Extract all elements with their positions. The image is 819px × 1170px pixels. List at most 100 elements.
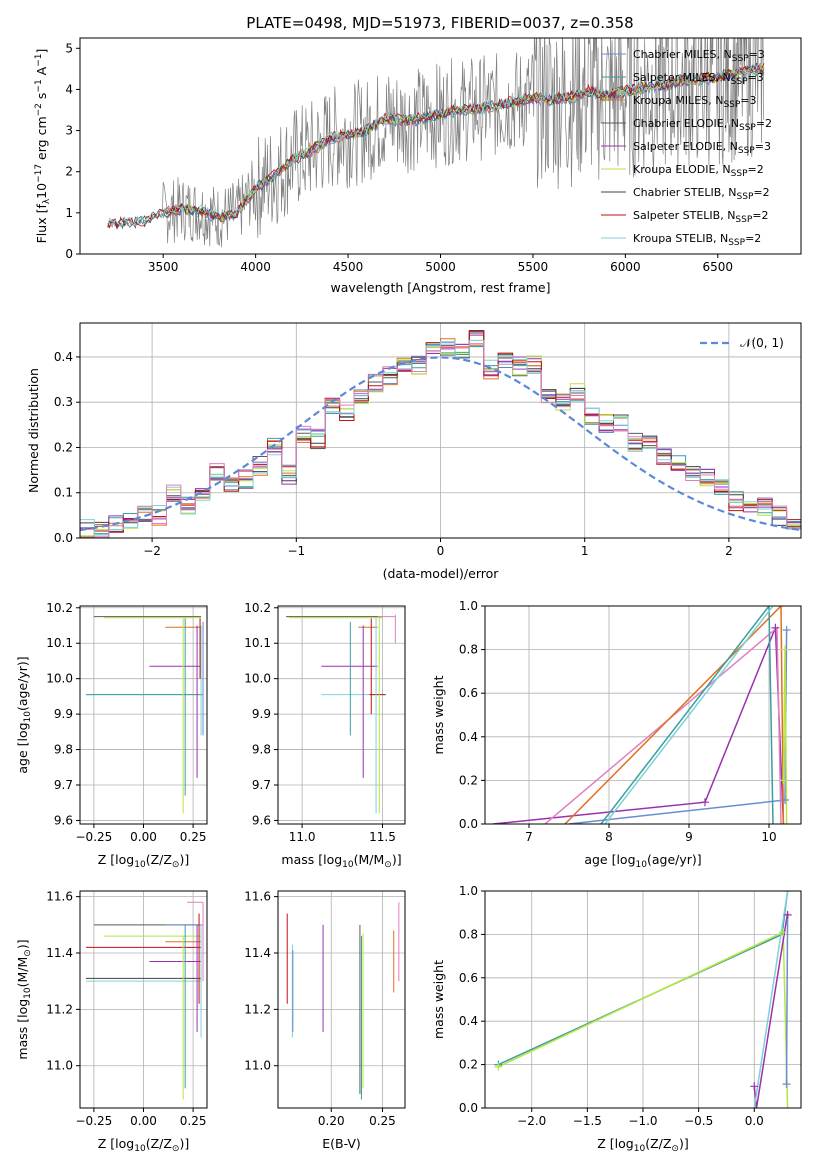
y-tick-label: 9.7 — [54, 778, 73, 792]
y-axis-label-part: ] — [34, 49, 49, 54]
x-tick-label: 10 — [761, 830, 776, 844]
legend-label: Chabrier MILES, NSSP=3 — [633, 48, 765, 64]
y-tick-label: 0.2 — [459, 773, 478, 787]
x-axis-label-part: ⊙ — [172, 1144, 180, 1154]
x-tick-label: 0.25 — [180, 1114, 207, 1128]
x-tick-label: −0.25 — [76, 1114, 113, 1128]
legend-label-part: Chabrier ELODIE, N — [633, 117, 739, 130]
legend-label-part: SSP — [723, 100, 740, 110]
legend-label-part: =2 — [753, 186, 769, 199]
y-axis-label: mass weight — [431, 960, 446, 1039]
y-tick-label: 0.1 — [54, 486, 73, 500]
y-tick-label: 0.0 — [54, 531, 73, 545]
mass_vs_EBV-plot — [278, 891, 405, 1108]
x-tick-label: 2 — [725, 544, 733, 558]
weight-marker — [701, 798, 709, 807]
y-axis-label-part: (M/M — [15, 957, 30, 988]
legend-label: 𝒩(0, 1) — [740, 336, 784, 350]
x-tick-label: 0.25 — [369, 1114, 396, 1128]
weight-line-salpeter_elodie — [753, 912, 789, 1108]
y-axis-label-part: )] — [15, 939, 30, 949]
x-axis-label-part: 10 — [134, 1144, 146, 1154]
weight-marker — [750, 1082, 759, 1091]
model-spectrum-kroupa_stelib — [107, 62, 765, 228]
legend-label-part: SSP — [732, 54, 749, 64]
y-tick-label: 11.2 — [46, 1002, 73, 1016]
x-axis-label-part: )] — [179, 1136, 189, 1151]
y-tick-label: 9.6 — [54, 813, 73, 827]
legend-label-part: Salpeter ELODIE, N — [633, 140, 738, 153]
x-axis-label-part: )] — [392, 852, 402, 867]
legend-label: Kroupa STELIB, NSSP=2 — [633, 232, 761, 248]
y-axis-label-part: 10 — [23, 711, 33, 723]
x-tick-label: 1 — [581, 544, 589, 558]
y-tick-label: 11.4 — [244, 946, 271, 960]
axes-frame — [79, 322, 802, 539]
legend-label-part: SSP — [735, 215, 752, 225]
x-axis-label: E(B-V) — [322, 1136, 361, 1151]
x-tick-label: −1.0 — [628, 1114, 657, 1128]
legend-label-part: Chabrier MILES, N — [633, 48, 732, 61]
residuals-plot — [80, 323, 801, 538]
y-tick-label: 11.6 — [244, 890, 271, 904]
legend-label-part: =3 — [748, 71, 764, 84]
x-axis-label-part: Z [log — [597, 1136, 633, 1151]
weight-line-salpeter_elodie — [492, 627, 785, 824]
x-tick-label: 0.00 — [130, 830, 157, 844]
age_vs_mass-axes: 11.0 11.5 9.6 9.7 9.8 9.9 10.0 10.1 10.2 mass [lo… — [244, 601, 406, 870]
y-axis-label-part: erg cm — [34, 116, 49, 164]
y-axis-label-part: −1 — [34, 54, 44, 67]
legend-label-part: =3 — [740, 94, 756, 107]
axes-frame — [79, 37, 802, 255]
y-tick-label: 11.0 — [46, 1059, 73, 1073]
legend-label-part: =3 — [749, 48, 765, 61]
x-tick-label: −0.25 — [76, 830, 113, 844]
weight-marker — [494, 1062, 503, 1071]
weight_vs_Z-axes: −2.0 −1.5 −1.0 −0.5 0.0 0.0 0.2 0.4 0.6 0.8 1.0 Z [… — [431, 884, 802, 1154]
axes-frame — [277, 890, 406, 1109]
axes-frame — [79, 890, 208, 1109]
data-spectrum — [107, 38, 765, 248]
x-axis-label-part: mass [log — [281, 852, 342, 867]
legend-label-part: SSP — [738, 146, 755, 156]
weight-marker — [771, 623, 780, 632]
legend-label-part: SSP — [737, 192, 754, 202]
legend-label-part: Salpeter MILES, N — [633, 71, 731, 84]
x-axis-label: (data-model)/error — [383, 566, 500, 581]
x-axis-label: mass [log10(M/M⊙)] — [281, 852, 401, 870]
y-tick-label: 0.3 — [54, 395, 73, 409]
x-tick-label: 4000 — [240, 260, 271, 274]
axes-frame — [79, 605, 208, 825]
y-tick-label: 5 — [65, 41, 73, 55]
x-tick-label: 0 — [437, 544, 445, 558]
legend-label: Chabrier STELIB, NSSP=2 — [633, 186, 770, 202]
legend-label: Kroupa ELODIE, NSSP=2 — [633, 163, 764, 179]
y-tick-label: 1 — [65, 206, 73, 220]
weight-marker — [781, 796, 789, 805]
legend-label-part: =3 — [755, 140, 771, 153]
x-tick-label: 5000 — [425, 260, 456, 274]
x-tick-label: −0.5 — [684, 1114, 713, 1128]
y-tick-label: 9.8 — [252, 743, 271, 757]
weight_vs_age-plot — [485, 606, 801, 824]
y-axis-label: Flux [fλ10−17 erg cm−2 s−1 A−1] — [34, 49, 52, 244]
normal-curve — [80, 356, 801, 532]
y-tick-label: 9.6 — [252, 813, 271, 827]
x-tick-label: −1 — [287, 544, 305, 558]
y-tick-label: 0.6 — [459, 971, 478, 985]
y-axis-label-part: age [log — [15, 722, 30, 773]
y-tick-label: 10.2 — [244, 601, 271, 615]
x-axis-label: Z [log10(Z/Z⊙)] — [597, 1136, 688, 1154]
x-tick-label: −1.5 — [573, 1114, 602, 1128]
y-tick-label: 9.7 — [252, 778, 271, 792]
age_vs_mass-plot — [278, 606, 405, 824]
y-axis-label-part: λ — [42, 198, 52, 204]
y-tick-label: 3 — [65, 124, 73, 138]
legend-label-part: SSP — [728, 238, 745, 248]
x-axis-label-part: ⊙ — [384, 860, 392, 870]
legend-label-part: Kroupa MILES, N — [633, 94, 723, 107]
y-tick-label: 0.2 — [54, 440, 73, 454]
age_vs_Z-axes: −0.25 0.00 0.25 9.6 9.7 9.8 9.9 10.0 10.1 10.2 Z [… — [15, 601, 208, 870]
x-axis-label-part: (Z/Z — [146, 852, 172, 867]
